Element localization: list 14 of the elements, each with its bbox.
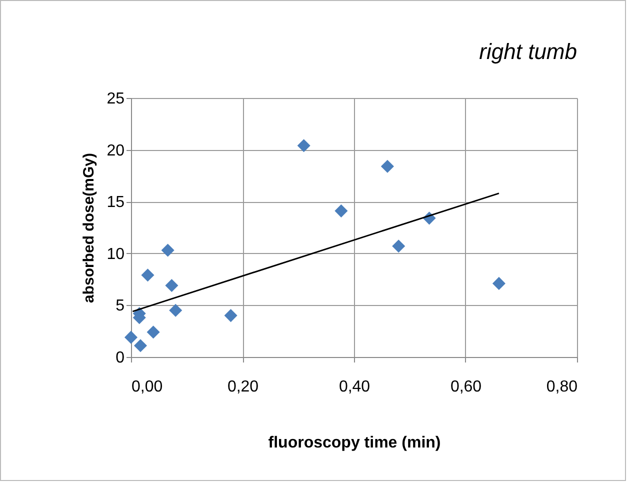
y-axis-title: absorbed dose(mGy) [80, 152, 98, 304]
x-tick-label: 0,00 [132, 378, 163, 396]
y-tick-label: 20 [106, 142, 125, 160]
x-tick-label: 0,80 [546, 378, 578, 396]
x-axis-title: fluoroscopy time (min) [268, 434, 441, 452]
x-tick-label: 0,20 [227, 378, 259, 396]
chart-title: right tumb [479, 39, 577, 64]
x-tick-label: 0,40 [338, 378, 370, 396]
y-tick-label: 25 [106, 90, 125, 108]
y-tick-label: 0 [116, 350, 125, 366]
x-tick-label: 0,60 [450, 378, 482, 396]
y-tick-label: 15 [106, 194, 125, 212]
y-tick-label: 5 [116, 298, 125, 315]
y-tick-label: 10 [106, 246, 125, 263]
